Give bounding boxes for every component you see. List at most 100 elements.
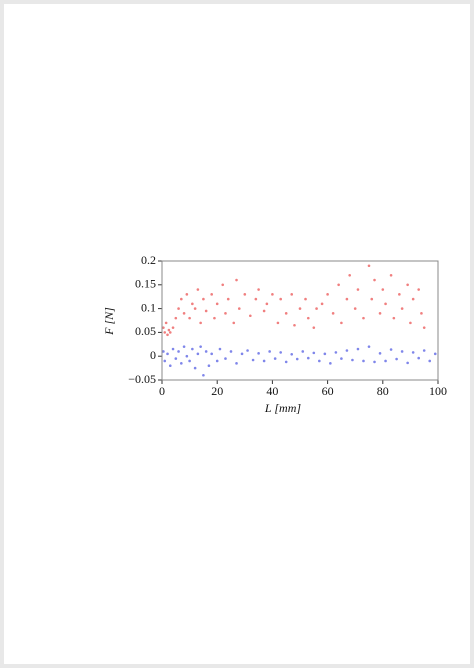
- y-tick-label: 0.1: [141, 300, 156, 314]
- point: [237, 307, 241, 310]
- point: [273, 357, 277, 360]
- point: [337, 283, 340, 287]
- x-tick-label: 20: [211, 384, 223, 398]
- point: [191, 347, 194, 351]
- point: [171, 347, 175, 351]
- point: [433, 352, 437, 356]
- point: [199, 345, 202, 348]
- point: [351, 358, 354, 362]
- point: [215, 359, 219, 363]
- point: [406, 283, 409, 287]
- point: [249, 314, 252, 318]
- point: [199, 321, 202, 325]
- point: [362, 316, 365, 320]
- y-tick-label: 0: [150, 348, 156, 362]
- point: [304, 297, 307, 301]
- point: [166, 333, 169, 337]
- point: [276, 321, 280, 325]
- point: [166, 352, 169, 356]
- point: [389, 348, 393, 351]
- point: [340, 321, 343, 325]
- point: [417, 356, 420, 360]
- point: [279, 297, 282, 301]
- point: [284, 312, 288, 315]
- y-tick-label: 0.15: [135, 277, 156, 291]
- point: [295, 357, 299, 361]
- point: [290, 293, 294, 296]
- point: [271, 293, 274, 296]
- point: [180, 297, 183, 301]
- point: [389, 273, 393, 277]
- point: [210, 352, 213, 356]
- point: [373, 278, 376, 282]
- x-tick-label: 100: [429, 384, 447, 398]
- point: [312, 351, 316, 355]
- point: [163, 331, 167, 334]
- point: [240, 352, 244, 356]
- point: [224, 357, 227, 360]
- point: [334, 351, 338, 354]
- point: [348, 273, 351, 277]
- point: [174, 316, 178, 320]
- point: [196, 352, 200, 356]
- point: [191, 302, 194, 306]
- point: [373, 360, 376, 364]
- point: [284, 360, 288, 364]
- point: [378, 352, 382, 355]
- point: [409, 321, 412, 325]
- point: [298, 307, 302, 310]
- point: [168, 364, 172, 368]
- point: [235, 278, 238, 282]
- point: [384, 302, 387, 306]
- point: [202, 373, 205, 377]
- point: [384, 359, 387, 363]
- point: [213, 316, 216, 320]
- point: [224, 312, 227, 315]
- point: [246, 349, 249, 352]
- point: [177, 307, 180, 310]
- point: [162, 350, 165, 353]
- point: [406, 361, 409, 365]
- point: [312, 326, 316, 329]
- point: [193, 307, 197, 310]
- x-axis-label: L [mm]: [264, 401, 301, 415]
- point: [188, 316, 191, 320]
- point: [378, 312, 382, 315]
- point: [353, 307, 357, 310]
- point: [293, 323, 296, 327]
- x-tick-label: 0: [159, 384, 165, 398]
- point: [381, 288, 385, 291]
- point: [290, 352, 294, 356]
- point: [180, 362, 183, 365]
- point: [254, 297, 258, 301]
- plot-frame: [161, 260, 439, 381]
- point: [193, 366, 197, 370]
- point: [320, 302, 324, 306]
- point: [177, 350, 180, 353]
- point: [182, 345, 186, 348]
- point: [345, 297, 349, 301]
- y-tick-label: 0.2: [141, 253, 156, 267]
- point: [168, 331, 172, 334]
- point: [235, 362, 238, 365]
- point: [185, 293, 189, 296]
- point: [163, 359, 167, 363]
- point: [420, 312, 423, 315]
- point: [257, 352, 260, 355]
- point: [323, 352, 327, 356]
- point: [268, 350, 271, 353]
- point: [306, 316, 310, 320]
- point: [356, 347, 360, 351]
- point: [167, 328, 171, 332]
- point: [279, 351, 282, 354]
- point: [318, 359, 321, 363]
- point: [226, 297, 230, 301]
- point: [202, 297, 205, 301]
- point: [301, 350, 305, 353]
- point: [182, 312, 186, 315]
- point: [400, 350, 404, 353]
- point: [210, 293, 213, 296]
- point: [315, 307, 318, 310]
- point: [400, 307, 404, 310]
